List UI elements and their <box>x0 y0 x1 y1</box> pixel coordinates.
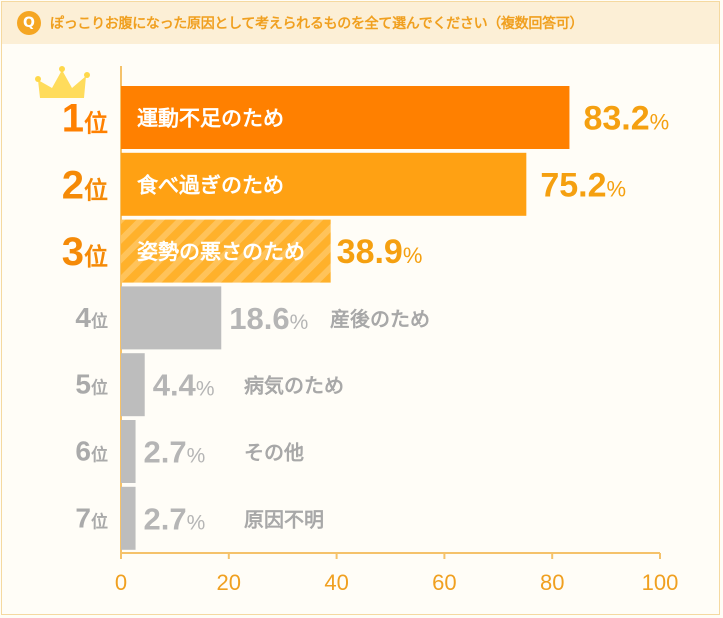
value-label: 4.4% <box>153 368 215 403</box>
rank-label: 6位 <box>75 436 108 467</box>
bar <box>121 353 145 417</box>
x-tick-label: 80 <box>540 570 564 595</box>
rank-label: 1位 <box>62 97 108 141</box>
bar-row-1: 1位 運動不足のため 83.2% <box>62 86 669 149</box>
value-label: 83.2% <box>583 100 669 138</box>
category-label: その他 <box>244 441 304 465</box>
bar-row-6: 6位 2.7% その他 <box>75 420 304 483</box>
q-icon: Q <box>17 11 41 35</box>
value-label: 2.7% <box>144 435 206 470</box>
value-label: 2.7% <box>144 501 206 536</box>
category-label: 運動不足のため <box>137 107 284 131</box>
bar-row-3: 3位 姿勢の悪さのため 38.9% <box>62 219 423 283</box>
category-label: 病気のため <box>244 374 344 398</box>
x-tick-label: 40 <box>324 570 348 595</box>
bar <box>121 152 527 216</box>
x-tick-label: 20 <box>217 570 241 595</box>
question-title: ぽっこりお腹になった原因として考えられるものを全て選んでください（複数回答可） <box>50 16 584 32</box>
rank-label: 7位 <box>75 502 108 533</box>
value-label: 38.9% <box>337 233 423 271</box>
question-header: Q ぽっこりお腹になった原因として考えられるものを全て選んでください（複数回答可… <box>2 2 719 44</box>
category-label: 姿勢の悪さのため <box>137 240 305 264</box>
x-tick-label: 100 <box>642 570 679 595</box>
rank-label: 2位 <box>62 163 108 207</box>
bar <box>121 286 222 350</box>
rank-label: 5位 <box>75 369 108 400</box>
category-label: 産後のため <box>330 307 430 331</box>
crown-icon <box>35 66 90 98</box>
bar-row-5: 5位 4.4% 病気のため <box>75 353 344 417</box>
value-label: 75.2% <box>540 166 626 204</box>
x-tick-label: 0 <box>115 570 127 595</box>
bar <box>121 420 136 483</box>
value-label: 18.6% <box>229 301 308 336</box>
category-label: 原因不明 <box>244 507 324 531</box>
rank-label: 4位 <box>75 302 108 333</box>
x-tick-label: 60 <box>432 570 456 595</box>
bar-row-7: 7位 2.7% 原因不明 <box>75 486 324 550</box>
rank-label: 3位 <box>62 230 108 274</box>
bar <box>121 86 570 149</box>
bar-row-2: 2位 食べ過ぎのため 75.2% <box>62 152 626 216</box>
category-label: 食べ過ぎのため <box>137 173 284 197</box>
bar <box>121 486 136 550</box>
bar <box>121 219 331 283</box>
bar-row-4: 4位 18.6% 産後のため <box>75 286 430 350</box>
